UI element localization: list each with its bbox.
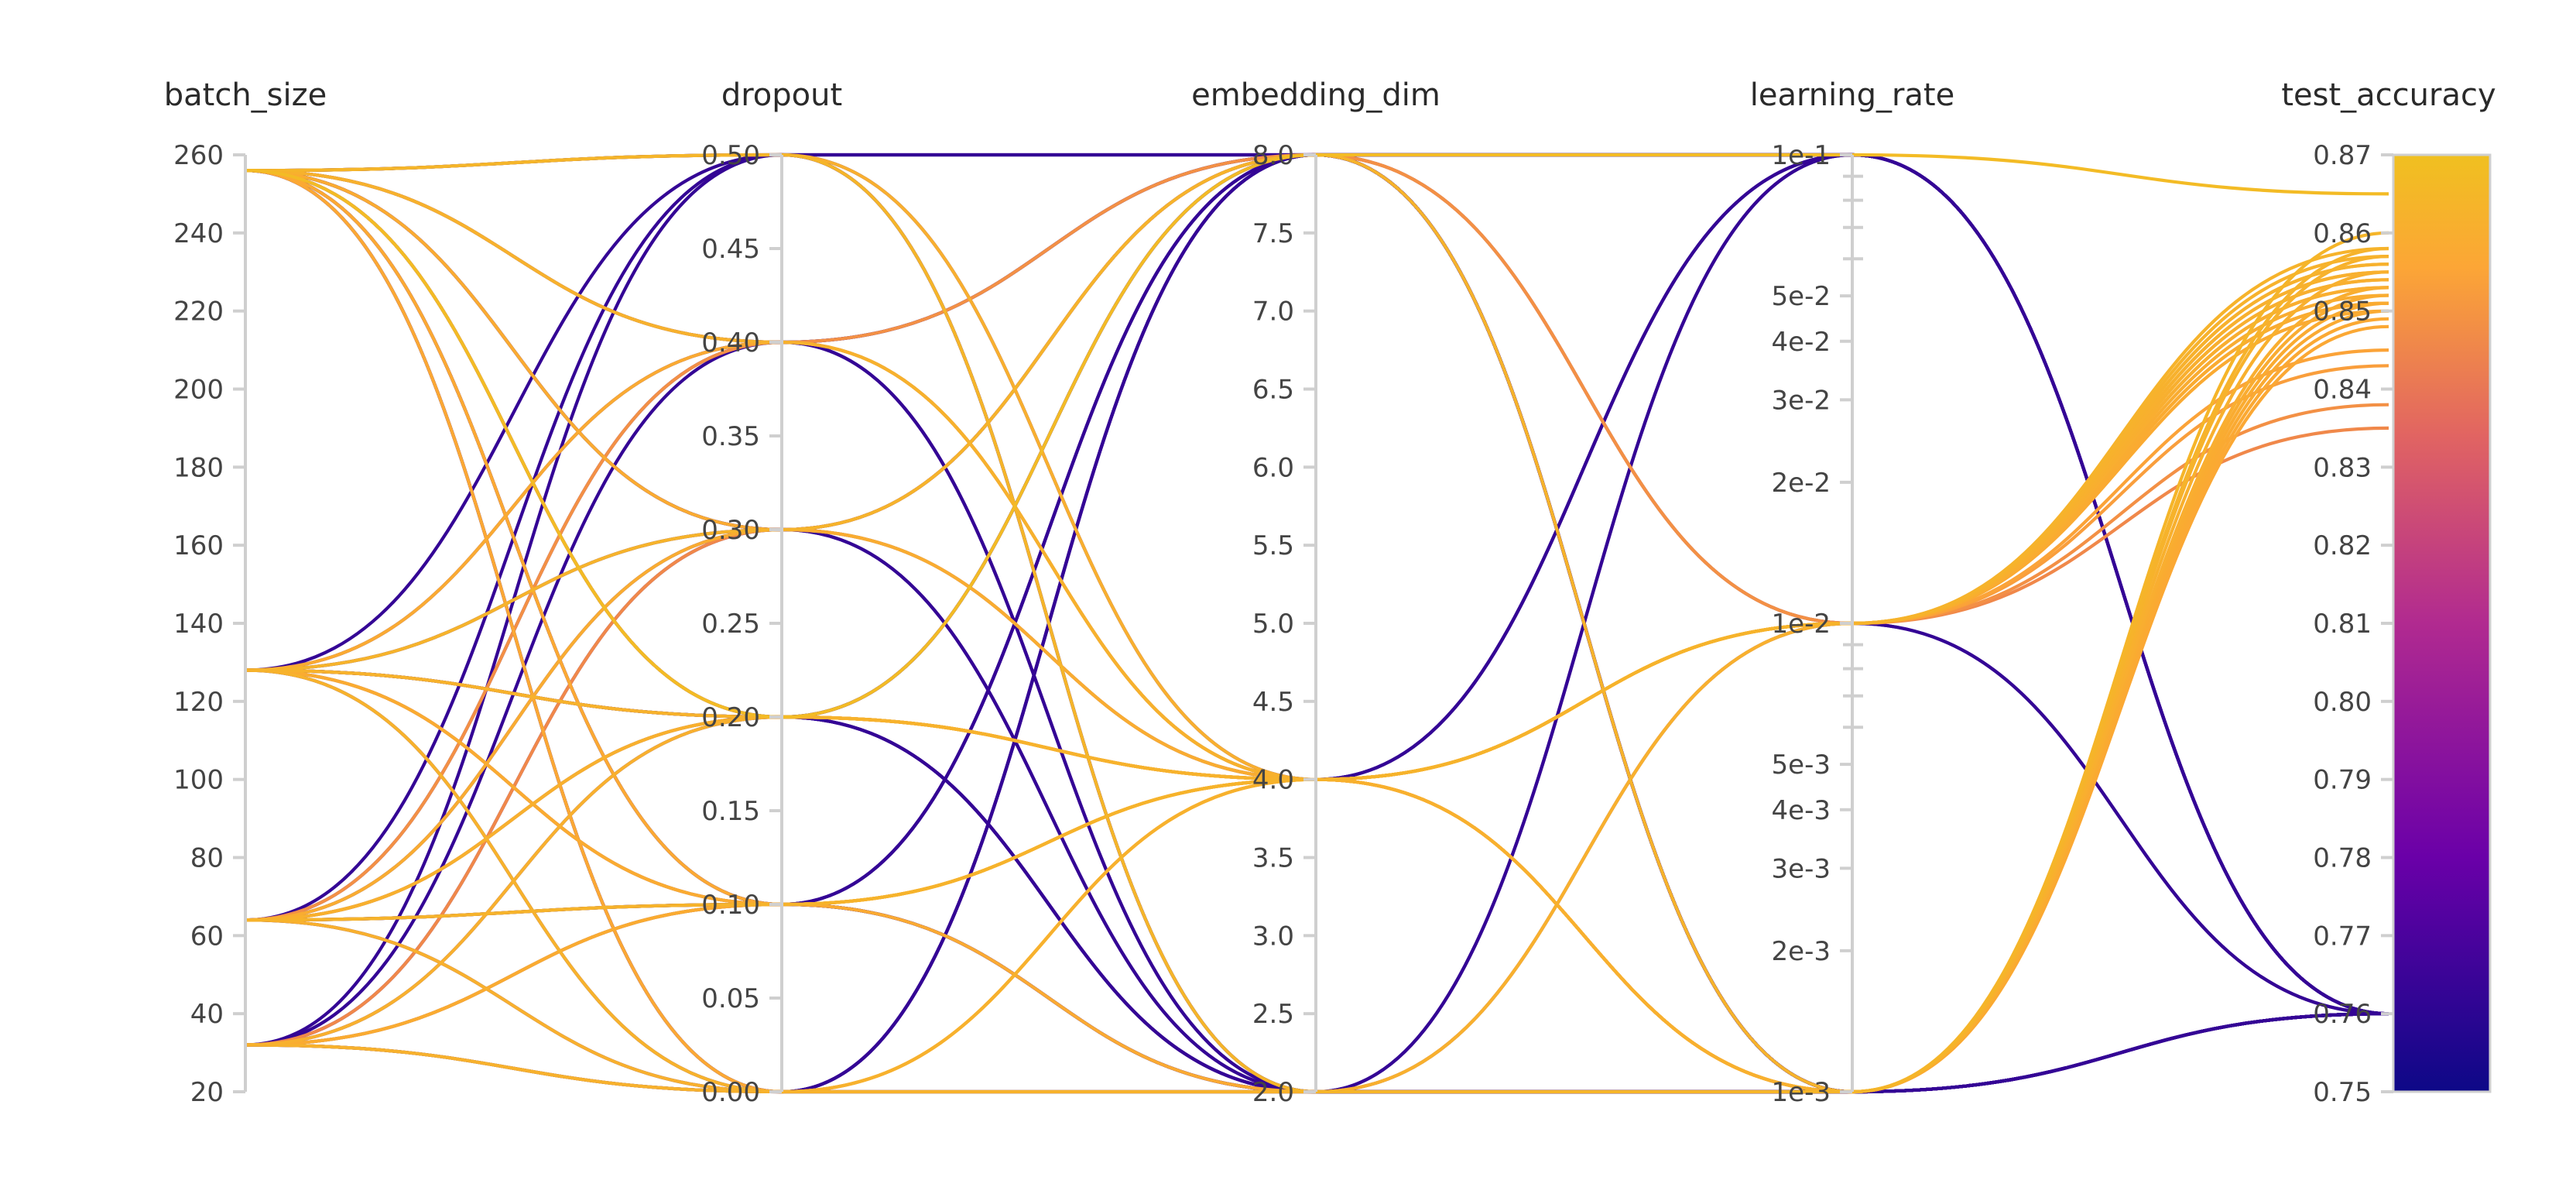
tick-label-test_accuracy: 0.82 [2313,530,2372,561]
tick-label-dropout: 0.00 [701,1077,760,1108]
tick-label-dropout: 0.50 [701,140,760,171]
axis-embedding_dim: embedding_dim 8.0 7.5 7.0 6.5 6.0 5.5 5.0 4.5 4.0… [1191,77,1440,1108]
tick-label-learning_rate: 2e-2 [1772,468,1831,499]
tick-label-batch_size: 260 [173,140,224,171]
tick-label-learning_rate: 1e-3 [1772,1077,1831,1108]
tick-label-learning_rate: 5e-3 [1772,750,1831,780]
tick-label-embedding_dim: 2.5 [1252,999,1294,1030]
tick-label-batch_size: 60 [190,921,224,952]
tick-label-test_accuracy: 0.84 [2313,375,2372,406]
tick-label-batch_size: 100 [173,765,224,796]
tick-label-batch_size: 80 [190,843,224,874]
tick-label-embedding_dim: 8.0 [1252,140,1294,171]
tick-label-learning_rate: 5e-2 [1772,281,1831,312]
tick-label-embedding_dim: 3.0 [1252,921,1294,952]
tick-label-test_accuracy: 0.80 [2313,687,2372,718]
tick-label-learning_rate: 4e-2 [1772,327,1831,358]
tick-label-embedding_dim: 4.5 [1252,687,1294,718]
tick-label-test_accuracy: 0.76 [2313,999,2372,1030]
tick-label-batch_size: 120 [173,687,224,718]
tick-label-batch_size: 200 [173,375,224,406]
tick-label-batch_size: 20 [190,1077,224,1108]
data-lines-layer [245,153,2389,1094]
run-line-57 [245,153,2389,719]
tick-label-learning_rate: 3e-2 [1772,385,1831,416]
tick-label-embedding_dim: 5.0 [1252,609,1294,640]
tick-label-batch_size: 220 [173,297,224,328]
tick-label-dropout: 0.40 [701,328,760,359]
tick-label-dropout: 0.15 [701,796,760,827]
tick-label-test_accuracy: 0.85 [2313,297,2372,328]
tick-label-embedding_dim: 4.0 [1252,765,1294,796]
axis-title-embedding_dim: embedding_dim [1191,77,1440,113]
tick-label-batch_size: 240 [173,218,224,249]
tick-label-test_accuracy: 0.86 [2313,218,2372,249]
tick-label-test_accuracy: 0.79 [2313,765,2372,796]
tick-label-learning_rate: 4e-3 [1772,795,1831,826]
axis-title-test_accuracy: test_accuracy [2281,77,2496,113]
tick-label-embedding_dim: 6.0 [1252,452,1294,483]
tick-label-dropout: 0.10 [701,890,760,921]
tick-label-dropout: 0.25 [701,609,760,640]
tick-label-batch_size: 140 [173,609,224,640]
tick-label-dropout: 0.45 [701,234,760,265]
tick-label-embedding_dim: 6.5 [1252,375,1294,406]
tick-label-dropout: 0.35 [701,421,760,452]
tick-label-test_accuracy: 0.83 [2313,452,2372,483]
tick-label-learning_rate: 3e-3 [1772,853,1831,884]
tick-label-embedding_dim: 5.5 [1252,530,1294,561]
tick-label-batch_size: 180 [173,452,224,483]
tick-label-learning_rate: 1e-2 [1772,609,1831,640]
tick-label-test_accuracy: 0.81 [2313,609,2372,640]
axis-title-batch_size: batch_size [164,77,327,113]
run-line-58 [245,153,2389,1094]
run-line-49 [245,270,2389,1094]
tick-label-dropout: 0.05 [701,983,760,1014]
axis-dropout: dropout 0.50 0.45 0.40 0.35 0.30 0.25 0.20 0.15 0… [701,77,842,1108]
tick-label-embedding_dim: 7.5 [1252,218,1294,249]
axis-test_accuracy: test_accuracy 0.87 0.86 0.85 0.84 0.83 0.82 0.8… [2281,77,2496,1108]
run-line-41 [245,246,2389,922]
tick-label-learning_rate: 2e-3 [1772,936,1831,967]
axis-title-dropout: dropout [721,77,842,113]
axis-learning_rate: learning_rate 1e-1 5e-2 4e-2 3e-2 2e-2 1e-2 5e-… [1750,77,1954,1108]
tick-label-embedding_dim: 7.0 [1252,297,1294,328]
tick-label-dropout: 0.20 [701,702,760,733]
tick-label-test_accuracy: 0.75 [2313,1077,2372,1108]
tick-label-test_accuracy: 0.87 [2313,140,2372,171]
tick-label-test_accuracy: 0.78 [2313,843,2372,874]
tick-label-learning_rate: 1e-1 [1772,140,1831,171]
axes-layer: batch_size 260 240 220 200 180 160 140 120 100 80 6… [164,77,2496,1108]
tick-label-batch_size: 160 [173,530,224,561]
tick-label-embedding_dim: 2.0 [1252,1077,1294,1108]
colorbar [2392,153,2492,1093]
tick-label-batch_size: 40 [190,999,224,1030]
axis-batch_size: batch_size 260 240 220 200 180 160 140 120 100 80 6… [164,77,327,1108]
tick-label-embedding_dim: 3.5 [1252,843,1294,874]
tick-label-dropout: 0.30 [701,515,760,546]
tick-label-test_accuracy: 0.77 [2313,921,2372,952]
axis-title-learning_rate: learning_rate [1750,77,1954,113]
